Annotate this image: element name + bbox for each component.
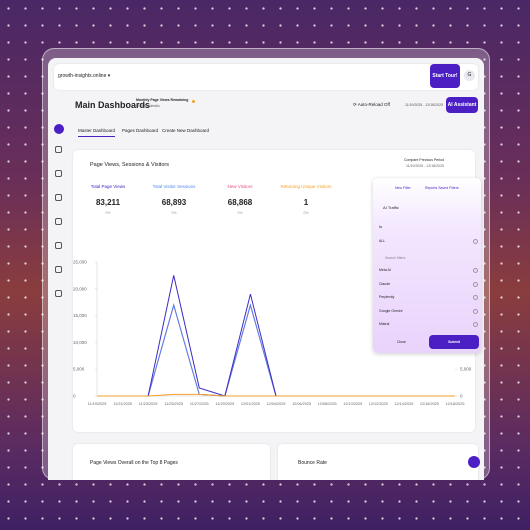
y-tick-label: 10,000 xyxy=(73,340,87,345)
filter-option[interactable]: Meta AI xyxy=(379,268,391,272)
chart-title: Page Views, Sessions & Visitors xyxy=(90,162,169,168)
y-tick-label: 20,000 xyxy=(73,286,87,291)
filter-tab[interactable]: Reports Saved Filters xyxy=(425,186,459,190)
tab[interactable]: Pages Dashboard xyxy=(122,128,159,133)
site-name: growth-insights.online xyxy=(58,73,107,79)
sidebar xyxy=(50,100,68,300)
metric-label: New Visitors xyxy=(227,184,253,189)
y-tick-label: 15,000 xyxy=(73,313,87,318)
series-line xyxy=(97,393,455,397)
metric-change: 0% xyxy=(237,211,243,215)
compare-dates: 11/19/2025 - 12/18/2025 xyxy=(406,164,444,168)
y-tick-label: 5,000 xyxy=(73,367,85,372)
y2-tick-label: 5,000 xyxy=(460,367,472,372)
x-tick-label: 11/27/2025 xyxy=(190,402,209,406)
radio[interactable] xyxy=(473,295,478,300)
filter-option[interactable]: Claude xyxy=(379,281,391,286)
x-tick-label: 12/18/2025 xyxy=(445,402,464,406)
x-tick-label: 11/19/2025 xyxy=(88,402,107,406)
sidebar-icon[interactable] xyxy=(55,194,62,201)
filter-submit[interactable]: Submit xyxy=(429,335,479,349)
bottom-card xyxy=(73,444,270,480)
x-tick-label: 11/21/2025 xyxy=(113,402,132,406)
sidebar-active[interactable] xyxy=(54,124,64,134)
ai-assistant[interactable]: AI Assistant xyxy=(446,97,478,113)
filter-close[interactable]: Close xyxy=(397,340,406,344)
site-select[interactable]: growth-insights.online ▾ xyxy=(58,73,111,79)
radio[interactable] xyxy=(473,322,478,327)
help-button[interactable] xyxy=(468,456,480,468)
metric-change: 0% xyxy=(303,211,309,215)
metric-value: 83,211 xyxy=(95,198,121,207)
sidebar-icon[interactable] xyxy=(55,266,62,273)
x-tick-label: 12/01/2025 xyxy=(241,402,260,406)
radio[interactable] xyxy=(473,281,478,287)
filter-operator[interactable]: Is xyxy=(379,224,383,229)
x-tick-label: 11/23/2025 xyxy=(139,402,158,406)
bottom-card xyxy=(278,444,478,480)
date-range[interactable]: 11/19/2025 - 12/18/2025 xyxy=(405,103,443,107)
metric-value: 1 xyxy=(303,198,309,207)
y2-tick-label: 0 xyxy=(460,394,463,399)
start-tour[interactable]: Start Tour! xyxy=(430,64,460,88)
auto-reload[interactable]: ⟳ Auto-Reload Off xyxy=(353,102,390,107)
x-tick-label: 12/12/2025 xyxy=(369,402,388,406)
x-tick-label: 12/04/2025 xyxy=(266,402,285,406)
radio[interactable] xyxy=(473,268,478,273)
sidebar-icon[interactable] xyxy=(55,170,62,177)
bottom-card-title: Page Views Overall on the Top 8 Pages xyxy=(90,460,178,466)
sidebar-icon[interactable] xyxy=(55,218,62,225)
radio[interactable] xyxy=(473,308,478,314)
bottom-card-title: Bounce Rate xyxy=(298,460,327,466)
metric-label: Returning Unique Visitors xyxy=(280,184,332,189)
avatar[interactable]: G xyxy=(464,70,475,81)
metric-value: 68,893 xyxy=(161,198,187,207)
x-tick-label: 12/06/2025 xyxy=(292,402,311,406)
page-title: Main Dashboards xyxy=(75,100,151,110)
x-tick-label: 11/25/2025 xyxy=(164,402,183,406)
sidebar-icon[interactable] xyxy=(55,290,62,297)
filter-option[interactable]: Perplexity xyxy=(379,295,395,299)
quota-dot xyxy=(192,100,195,103)
metric-label: Total Page Views xyxy=(90,184,126,189)
y-tick-label: 25,000 xyxy=(73,260,87,265)
filter-panel: New Filter Reports Saved Filters AI Traf… xyxy=(373,178,481,353)
filter-tab[interactable]: New Filter xyxy=(395,186,411,190)
sidebar-icon[interactable] xyxy=(55,146,62,153)
filter-field[interactable]: AI Traffic xyxy=(383,205,399,210)
sidebar-icon[interactable] xyxy=(55,242,62,249)
topbar xyxy=(54,64,478,90)
tab-active[interactable]: Master Dashboard xyxy=(78,128,116,137)
chart: 0 5,000 10,000 15,000 20,000 25,000 0 5,000 11/1… xyxy=(73,260,472,407)
metric-value: 68,868 xyxy=(227,198,253,207)
filter-option[interactable]: Google Gemini xyxy=(379,308,403,313)
filter-all[interactable]: ALL xyxy=(379,239,386,243)
x-tick-label: 12/10/2025 xyxy=(343,402,362,406)
radio[interactable] xyxy=(473,239,478,244)
compare-label: Compare Previous Period xyxy=(404,158,445,162)
metric-change: 0% xyxy=(171,211,177,215)
filter-search[interactable]: Search filters xyxy=(385,256,406,260)
quota-title: Monthly Page Views Remaining xyxy=(136,98,189,102)
tab[interactable]: Create New Dashboard xyxy=(162,128,210,133)
x-tick-label: 12/14/2025 xyxy=(394,402,413,406)
quota-link[interactable]: Click for details xyxy=(136,104,160,108)
auto-reload-label: Auto-Reload Off xyxy=(357,102,390,107)
y-tick-label: 0 xyxy=(73,394,76,399)
filter-option[interactable]: Mistral xyxy=(379,322,390,326)
x-tick-label: 12/08/2025 xyxy=(318,402,337,406)
x-tick-label: 11/29/2025 xyxy=(215,402,234,406)
metric-change: 0% xyxy=(105,211,111,215)
x-tick-label: 12/16/2025 xyxy=(420,402,439,406)
metric-label: Total Visitor Sessions xyxy=(152,184,196,189)
